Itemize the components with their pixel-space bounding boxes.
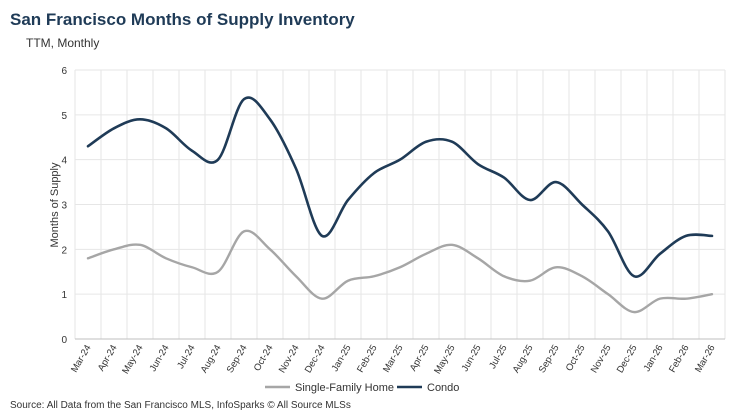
- data-point-condo: [243, 98, 245, 100]
- x-tick-label: Dec-25: [615, 343, 640, 375]
- data-point-condo: [87, 145, 89, 147]
- x-tick-label: Apr-24: [96, 343, 120, 373]
- data-point-single-family-home: [139, 244, 141, 246]
- source-note: Source: All Data from the San Francisco …: [10, 400, 351, 411]
- y-tick-label: 0: [61, 335, 67, 346]
- data-point-single-family-home: [321, 297, 323, 299]
- data-point-single-family-home: [269, 248, 271, 250]
- data-point-single-family-home: [217, 271, 219, 273]
- legend-label-single-family: Single-Family Home: [295, 382, 394, 394]
- data-point-single-family-home: [165, 257, 167, 259]
- data-point-condo: [659, 253, 661, 255]
- data-point-condo: [711, 235, 713, 237]
- x-tick-label: Sep-25: [537, 343, 562, 375]
- data-point-single-family-home: [113, 248, 115, 250]
- data-point-condo: [269, 118, 271, 120]
- data-point-single-family-home: [633, 311, 635, 313]
- data-point-single-family-home: [503, 275, 505, 277]
- data-point-single-family-home: [659, 297, 661, 299]
- data-point-condo: [113, 127, 115, 129]
- data-point-condo: [295, 167, 297, 169]
- x-tick-label: Aug-24: [199, 343, 224, 375]
- series-line-single-family-home: [86, 229, 714, 314]
- y-tick-label: 4: [61, 156, 67, 167]
- y-tick-label: 1: [61, 290, 67, 301]
- data-point-condo: [425, 141, 427, 143]
- legend-label-condo: Condo: [427, 382, 459, 394]
- chart-subtitle: TTM, Monthly: [26, 36, 100, 50]
- x-tick-label: Mar-24: [69, 343, 94, 375]
- data-point-single-family-home: [347, 280, 349, 282]
- x-tick-label: Feb-25: [355, 343, 380, 375]
- y-tick-label: 3: [61, 201, 67, 212]
- chart-title: San Francisco Months of Supply Inventory: [10, 10, 355, 29]
- data-point-condo: [191, 150, 193, 152]
- data-point-condo: [451, 141, 453, 143]
- data-point-single-family-home: [607, 293, 609, 295]
- x-tick-label: Jun-25: [460, 343, 484, 374]
- data-point-condo: [529, 199, 531, 201]
- grid-layer: [74, 69, 726, 340]
- x-tick-label: Sep-24: [225, 343, 250, 375]
- data-point-condo: [555, 181, 557, 183]
- x-tick-label: Mar-25: [381, 343, 406, 375]
- y-tick-label: 2: [61, 245, 67, 256]
- x-tick-label: Nov-24: [277, 343, 302, 375]
- x-tick-label: Mar-26: [693, 343, 718, 375]
- data-point-condo: [607, 230, 609, 232]
- x-tick-label: Jan-26: [642, 343, 666, 374]
- data-point-single-family-home: [295, 275, 297, 277]
- x-tick-label: Oct-24: [252, 343, 276, 373]
- series-line-condo: [86, 96, 714, 278]
- data-point-single-family-home: [451, 244, 453, 246]
- x-axis-ticks: Mar-24 Apr-24 May-24 Jun-24 Jul-24 Aug-24 Sep-…: [69, 343, 718, 376]
- x-tick-label: Oct-25: [564, 343, 588, 373]
- data-point-single-family-home: [529, 280, 531, 282]
- legend: Single-Family Home Condo: [265, 382, 459, 394]
- data-point-single-family-home: [555, 266, 557, 268]
- x-tick-label: Apr-25: [408, 343, 432, 373]
- y-axis-label: Months of Supply: [49, 162, 61, 247]
- x-tick-label: Aug-25: [511, 343, 536, 375]
- data-point-condo: [477, 163, 479, 165]
- y-tick-label: 5: [61, 111, 67, 122]
- data-point-single-family-home: [191, 266, 193, 268]
- data-point-single-family-home: [373, 275, 375, 277]
- x-tick-label: Dec-24: [303, 343, 328, 375]
- data-point-condo: [399, 158, 401, 160]
- x-tick-label: Jan-25: [330, 343, 354, 374]
- x-tick-label: Jul-25: [487, 343, 509, 371]
- y-axis-ticks: 0 1 2 3 4 5 6: [61, 66, 67, 346]
- x-tick-label: Feb-26: [667, 343, 692, 375]
- data-point-condo: [217, 158, 219, 160]
- data-point-single-family-home: [711, 293, 713, 295]
- data-point-condo: [321, 235, 323, 237]
- data-point-single-family-home: [87, 257, 89, 259]
- data-point-condo: [685, 235, 687, 237]
- data-point-single-family-home: [477, 257, 479, 259]
- x-tick-label: Jul-24: [175, 343, 197, 371]
- data-point-condo: [373, 172, 375, 174]
- data-point-condo: [165, 127, 167, 129]
- data-point-condo: [139, 118, 141, 120]
- data-point-single-family-home: [685, 297, 687, 299]
- x-tick-label: May-25: [432, 343, 457, 376]
- data-point-condo: [503, 176, 505, 178]
- y-tick-label: 6: [61, 66, 67, 77]
- x-tick-label: Nov-25: [589, 343, 614, 375]
- data-point-condo: [633, 275, 635, 277]
- x-tick-label: Jun-24: [148, 343, 172, 374]
- data-point-condo: [347, 199, 349, 201]
- x-tick-label: May-24: [120, 343, 145, 376]
- data-point-condo: [581, 203, 583, 205]
- data-point-single-family-home: [243, 230, 245, 232]
- data-point-single-family-home: [581, 275, 583, 277]
- data-point-single-family-home: [399, 266, 401, 268]
- data-point-single-family-home: [425, 253, 427, 255]
- series-layer: [86, 96, 714, 314]
